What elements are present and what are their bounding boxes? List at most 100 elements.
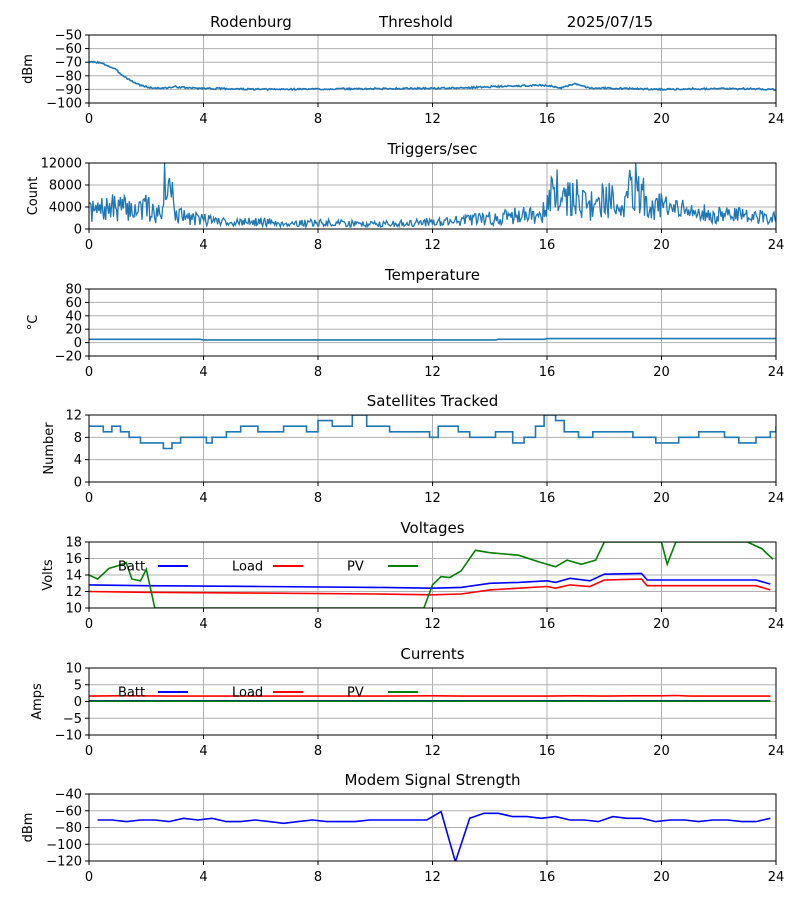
y-axis-label: Volts	[41, 559, 56, 591]
x-tick-label: 0	[85, 870, 93, 885]
chart-title: Temperature	[384, 266, 480, 284]
x-tick-label: 16	[539, 870, 556, 885]
y-tick-label: 60	[65, 296, 82, 311]
y-tick-label: 18	[65, 536, 82, 551]
y-tick-label: −90	[55, 83, 82, 98]
chart-currents: 0 4 8 12 16 20 24 −10 −5 0 510 Currents Amps Batt Load…	[30, 645, 784, 759]
header-label: Threshold	[378, 13, 453, 31]
x-tick-label: 8	[314, 112, 322, 127]
chart-title: Modem Signal Strength	[345, 771, 521, 789]
x-tick-label: 24	[768, 744, 785, 759]
x-tick-label: 20	[653, 491, 670, 506]
y-tick-label: −120	[46, 855, 82, 870]
y-tick-label: −5	[63, 712, 82, 727]
chart-title: Currents	[400, 645, 464, 663]
x-tick-label: 12	[424, 238, 441, 253]
chart-triggers: 0 4 8 12 16 20 24 0 4000 8000 12000 Triggers/sec Cou…	[26, 140, 784, 253]
y-tick-label: 20	[65, 323, 82, 338]
data-series-line	[89, 60, 776, 92]
x-tick-label: 8	[314, 744, 322, 759]
y-tick-label: 10	[65, 662, 82, 677]
legend-label-load: Load	[232, 686, 263, 701]
legend: Batt Load PV	[118, 686, 418, 701]
x-tick-label: 4	[199, 365, 207, 380]
legend-label-pv: PV	[347, 560, 364, 575]
x-tick-label: 8	[314, 238, 322, 253]
chart-satellites: 0 4 8 12 16 20 24 0 4 8 12 Satellites Tracked Number	[42, 392, 784, 506]
y-tick-label: 0	[74, 476, 82, 491]
x-tick-label: 4	[199, 238, 207, 253]
x-tick-label: 0	[85, 617, 93, 632]
y-tick-label: −100	[46, 97, 82, 112]
chart-modem: 0 4 8 12 16 20 24 −120 −100 −80 −60−40 Modem Signal…	[21, 771, 784, 885]
y-tick-label: 0	[74, 695, 82, 710]
x-tick-label: 12	[424, 112, 441, 127]
x-tick-label: 0	[85, 744, 93, 759]
x-tick-label: 24	[768, 112, 785, 127]
y-tick-label: −50	[55, 29, 82, 44]
legend-label-batt: Batt	[118, 686, 145, 701]
y-axis-label: Count	[26, 177, 41, 216]
y-tick-label: 5	[74, 678, 82, 693]
x-tick-label: 16	[539, 744, 556, 759]
x-tick-label: 24	[768, 238, 785, 253]
legend-label-pv: PV	[347, 686, 364, 701]
data-series-line	[97, 810, 771, 861]
y-tick-label: −60	[55, 42, 82, 57]
y-tick-label: 40	[65, 309, 82, 324]
y-tick-label: −10	[55, 729, 82, 744]
x-tick-label: 12	[424, 491, 441, 506]
y-tick-label: 12	[65, 409, 82, 424]
x-tick-label: 20	[653, 870, 670, 885]
x-tick-label: 0	[85, 238, 93, 253]
y-tick-label: −60	[55, 804, 82, 819]
y-tick-label: 12000	[41, 157, 82, 172]
x-tick-label: 4	[199, 870, 207, 885]
x-tick-label: 0	[85, 491, 93, 506]
y-tick-label: −80	[55, 69, 82, 84]
x-tick-label: 20	[653, 744, 670, 759]
x-tick-label: 24	[768, 491, 785, 506]
x-tick-label: 16	[539, 491, 556, 506]
x-tick-label: 24	[768, 365, 785, 380]
y-tick-label: 4000	[49, 201, 82, 216]
x-tick-label: 20	[653, 617, 670, 632]
x-tick-label: 8	[314, 870, 322, 885]
load-series-line	[89, 694, 771, 697]
y-tick-label: 8	[74, 431, 82, 446]
y-tick-label: −100	[46, 838, 82, 853]
y-tick-label: 4	[74, 453, 82, 468]
header: Rodenburg Threshold 2025/07/15	[210, 13, 653, 31]
x-tick-label: 0	[85, 365, 93, 380]
x-tick-label: 4	[199, 112, 207, 127]
y-tick-label: 16	[65, 552, 82, 567]
x-tick-label: 12	[424, 365, 441, 380]
x-tick-label: 16	[539, 238, 556, 253]
x-tick-label: 20	[653, 238, 670, 253]
chart-title: Voltages	[400, 519, 464, 537]
header-site: Rodenburg	[210, 13, 292, 31]
x-tick-label: 0	[85, 112, 93, 127]
x-tick-label: 12	[424, 870, 441, 885]
y-tick-label: −70	[55, 56, 82, 71]
x-tick-label: 4	[199, 617, 207, 632]
x-tick-label: 24	[768, 870, 785, 885]
data-series-line	[89, 163, 776, 229]
y-tick-label: −80	[55, 821, 82, 836]
x-tick-label: 4	[199, 491, 207, 506]
data-series-line	[89, 337, 776, 341]
x-tick-label: 20	[653, 112, 670, 127]
header-date: 2025/07/15	[567, 13, 653, 31]
y-tick-label: −20	[55, 350, 82, 365]
chart-threshold: 0 4 8 12 16 20 24 −100−90−80−70−60−50 dBm	[21, 29, 784, 128]
y-tick-label: 14	[65, 569, 82, 584]
load-series-line	[89, 578, 771, 596]
y-tick-label: 8000	[49, 179, 82, 194]
y-axis-label: Amps	[30, 683, 45, 720]
x-tick-label: 16	[539, 112, 556, 127]
x-tick-label: 8	[314, 617, 322, 632]
y-axis-label: °C	[26, 315, 41, 331]
